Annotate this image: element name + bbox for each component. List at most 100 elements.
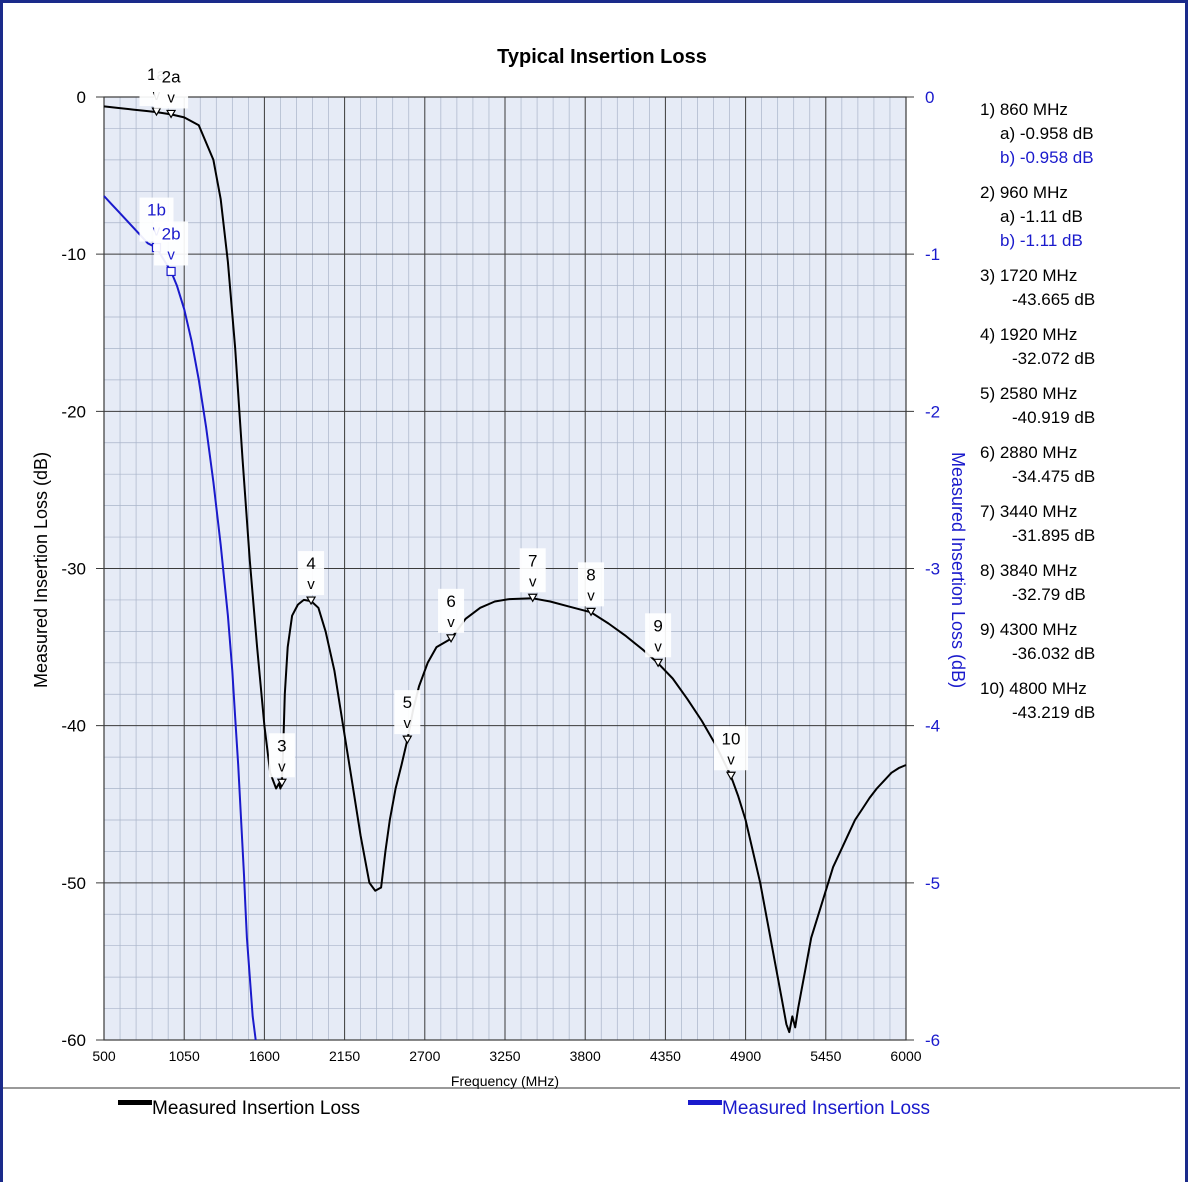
readout-entry-10: 10) 4800 MHz -43.219 dB (980, 679, 1095, 722)
marker-label: 2b (162, 224, 181, 243)
marker-label-box (268, 733, 295, 778)
marker-label-box (645, 613, 672, 658)
x-tick-label: 6000 (890, 1048, 921, 1064)
legend-label: Measured Insertion Loss (152, 1098, 361, 1119)
y-tick-label-left: -30 (61, 560, 86, 579)
marker-9: 9v (645, 613, 672, 668)
readout-value: a) -0.958 dB (1000, 124, 1094, 143)
readout-value: -40.919 dB (1012, 408, 1095, 427)
readout-value: -43.665 dB (1012, 290, 1095, 309)
marker-caret: v (404, 715, 412, 732)
y-tick-label-left: 0 (77, 88, 86, 107)
y-axis-label-left: Measured Insertion Loss (dB) (31, 452, 51, 688)
readout-entry-6: 6) 2880 MHz -34.475 dB (980, 443, 1095, 486)
marker-layer: 1av2av1bv2bv3v4v5v6v7v8v9v10v (139, 62, 749, 788)
marker-label-box (714, 726, 749, 771)
marker-label-box (519, 548, 546, 593)
marker-2b: 2b v (154, 221, 189, 277)
marker-8: 8v (578, 562, 605, 617)
x-tick-label: 5450 (810, 1048, 841, 1064)
chart-title: Typical Insertion Loss (497, 46, 707, 68)
readout-entry-5: 5) 2580 MHz -40.919 dB (980, 384, 1095, 427)
readout-value: -36.032 dB (1012, 644, 1095, 663)
marker-point (402, 735, 413, 745)
legend-swatch (118, 1100, 152, 1106)
y-tick-label-left: -10 (61, 245, 86, 264)
marker-label: 7 (528, 551, 537, 570)
y-tick-label-left: -40 (61, 717, 86, 736)
readout-frequency: 5) 2580 MHz (980, 384, 1077, 403)
marker-2a: 2a v (154, 64, 189, 119)
readout-entry-3: 3) 1720 MHz -43.665 dB (980, 266, 1095, 309)
marker-label: 6 (446, 592, 455, 611)
x-tick-label: 1600 (249, 1048, 280, 1064)
y-axis-label-right: Measured Insertion Loss (dB) (948, 452, 968, 688)
x-tick-label: 2700 (409, 1048, 440, 1064)
readout-entry-7: 7) 3440 MHz -31.895 dB (980, 502, 1095, 545)
plot-border (103, 96, 907, 1041)
readout-frequency: 10) 4800 MHz (980, 679, 1087, 698)
marker-3: 3v (268, 733, 295, 788)
marker-point (306, 596, 317, 606)
marker-caret: v (307, 576, 315, 593)
marker-4: 4v (298, 551, 325, 606)
readout-frequency: 8) 3840 MHz (980, 561, 1077, 580)
marker-6: 6v (438, 588, 465, 644)
series-layer (103, 105, 907, 1041)
readout-entry-9: 9) 4300 MHz -36.032 dB (980, 620, 1095, 663)
marker-readout-panel: 1) 860 MHz a) -0.958 dB b) -0.958 dB 2) 960… (980, 100, 1095, 722)
marker-caret: v (167, 89, 175, 106)
readout-entry-4: 4) 1920 MHz -32.072 dB (980, 325, 1095, 368)
x-tick-label: 3250 (489, 1048, 520, 1064)
marker-label: 3 (277, 736, 286, 755)
readout-value: b) -1.11 dB (1000, 231, 1083, 250)
marker-point (725, 771, 737, 781)
readout-value: -43.219 dB (1012, 703, 1095, 722)
marker-label: 1b (147, 201, 166, 220)
y-tick-label-right: -4 (925, 717, 940, 736)
marker-5: 5v (394, 690, 421, 745)
marker-1b: 1bv (139, 197, 174, 253)
marker-caret: v (447, 614, 455, 631)
readout-frequency: 4) 1920 MHz (980, 325, 1077, 344)
marker-7: 7v (519, 548, 546, 603)
x-tick-label: 4900 (730, 1048, 761, 1064)
y-tick-label-left: -50 (61, 874, 86, 893)
marker-label: 8 (586, 565, 595, 584)
marker-point (276, 778, 287, 788)
marker-point (446, 634, 457, 644)
marker-caret: v (278, 758, 286, 775)
x-tick-label: 4350 (650, 1048, 681, 1064)
readout-value: -32.072 dB (1012, 349, 1095, 368)
marker-label-box (154, 64, 189, 109)
readout-frequency: 1) 860 MHz (980, 100, 1068, 119)
readout-frequency: 2) 960 MHz (980, 183, 1068, 202)
y-tick-label-left: -60 (61, 1031, 86, 1050)
readout-value: b) -0.958 dB (1000, 148, 1094, 167)
marker-label-box (154, 221, 189, 266)
readout-value: -32.79 dB (1012, 585, 1086, 604)
marker-point (653, 658, 664, 668)
marker-label: 10 (722, 729, 741, 748)
marker-label-box (394, 690, 421, 735)
readout-value: -34.475 dB (1012, 467, 1095, 486)
marker-point (166, 266, 176, 277)
y-tick-label-left: -20 (61, 402, 86, 421)
readout-value: a) -1.11 dB (1000, 207, 1083, 226)
marker-caret: v (727, 751, 735, 768)
readout-frequency: 7) 3440 MHz (980, 502, 1077, 521)
y-tick-label-right: -1 (925, 245, 940, 264)
x-tick-label: 2150 (329, 1048, 360, 1064)
legend-item-series-a: Measured Insertion Loss (118, 1098, 360, 1120)
marker-label: 9 (653, 616, 662, 635)
marker-caret: v (587, 587, 595, 604)
marker-label-box (578, 562, 605, 607)
marker-point (166, 109, 177, 119)
y-tick-label-right: -2 (925, 402, 940, 421)
legend-swatch (688, 1100, 722, 1106)
x-tick-label: 500 (92, 1048, 116, 1064)
marker-label-box (438, 588, 465, 633)
marker-label: 2a (162, 67, 181, 86)
